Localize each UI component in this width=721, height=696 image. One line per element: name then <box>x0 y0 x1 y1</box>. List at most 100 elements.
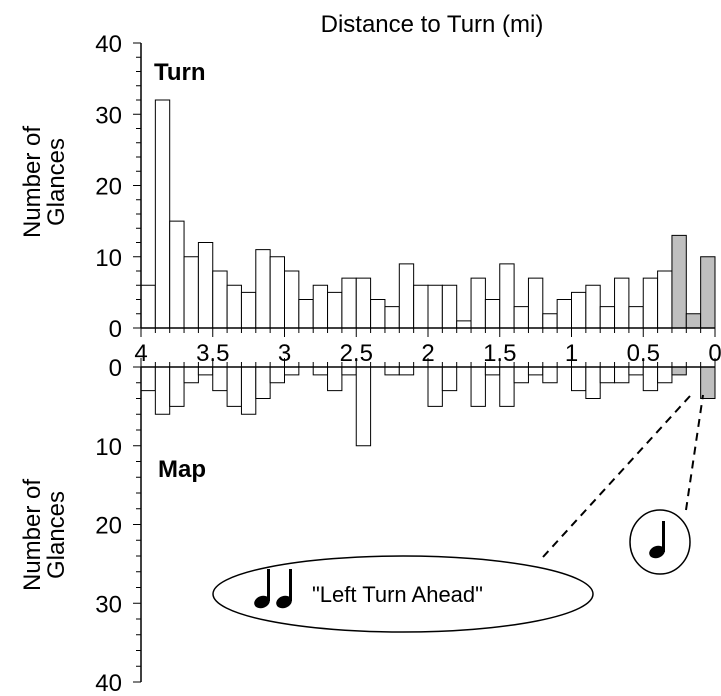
map-bar <box>527 366 544 376</box>
x-tick-label: 3 <box>278 340 291 367</box>
map-panel: 0 10 20 30 40 <box>95 355 716 696</box>
single-music-note-icon <box>649 521 665 559</box>
map-bar <box>169 366 185 407</box>
turn-bar <box>183 256 199 329</box>
turn-y-axis-title: Number of Glances <box>19 126 70 238</box>
turn-bar <box>384 306 400 329</box>
map-bar <box>571 366 587 392</box>
turn-bar <box>240 291 257 329</box>
turn-bar <box>542 313 558 329</box>
turn-y-tick-label: 40 <box>95 31 122 58</box>
turn-bar <box>298 299 314 329</box>
turn-bar <box>642 277 659 329</box>
map-bar <box>240 366 257 415</box>
turn-bar <box>700 256 716 329</box>
callout-ellipse <box>212 555 594 633</box>
turn-bar <box>427 284 443 329</box>
map-bar <box>327 366 343 392</box>
callout-circle <box>629 509 691 575</box>
map-bar <box>255 366 271 399</box>
turn-bar <box>140 284 156 329</box>
turn-y-axis-title-line1: Number of <box>19 126 46 238</box>
turn-y-axis-title-line2: Glances <box>43 138 70 226</box>
map-bar <box>398 366 415 376</box>
map-bar <box>183 366 199 384</box>
callout-leader-line-2 <box>685 394 704 511</box>
callout-left-turn-ahead: "Left Turn Ahead" <box>212 395 691 633</box>
turn-bar <box>657 270 673 329</box>
turn-bar <box>370 299 386 329</box>
turn-bar <box>628 306 644 329</box>
map-bar <box>599 366 616 384</box>
turn-bar <box>398 263 415 329</box>
turn-bar <box>571 291 587 329</box>
turn-bar <box>614 277 630 329</box>
turn-bar <box>470 277 486 329</box>
map-y-axis-title-line2: Glances <box>43 491 70 579</box>
turn-bar <box>556 299 573 329</box>
turn-bar <box>413 284 429 329</box>
map-bar <box>384 366 400 376</box>
double-music-note-icon <box>254 569 292 609</box>
turn-bar <box>284 270 300 329</box>
map-bar <box>341 366 357 376</box>
x-tick-label: 1.5 <box>483 340 516 367</box>
map-bar <box>140 366 156 392</box>
map-y-tick-label: 0 <box>109 355 122 382</box>
map-bar <box>642 366 659 392</box>
map-bar <box>628 366 644 376</box>
map-bar <box>197 366 214 376</box>
map-y-tick-label: 30 <box>95 591 122 618</box>
chart-title: Distance to Turn (mi) <box>321 11 544 38</box>
map-bar <box>312 366 329 376</box>
map-panel-label: Map <box>158 456 206 483</box>
turn-bar <box>197 242 214 329</box>
turn-y-tick-label: 0 <box>109 316 122 343</box>
turn-bar <box>327 291 343 329</box>
turn-bar <box>154 99 171 329</box>
turn-bar <box>226 284 242 329</box>
turn-bar <box>456 320 472 329</box>
map-bar <box>154 366 171 415</box>
turn-bar <box>513 306 529 329</box>
map-bar <box>212 366 228 392</box>
map-y-axis-title: Number of Glances <box>19 479 70 591</box>
x-axis-distance: 4 3.5 3 2.5 2 1.5 1 0.5 0 <box>134 327 721 368</box>
map-bar <box>484 366 501 376</box>
turn-bar <box>499 263 515 329</box>
turn-bar <box>527 277 544 329</box>
x-tick-label: 0.5 <box>627 340 660 367</box>
turn-y-tick-label: 20 <box>95 174 122 201</box>
turn-bar <box>441 284 458 329</box>
x-tick-label: 2 <box>421 340 434 367</box>
x-tick-label: 1 <box>565 340 578 367</box>
turn-y-tick-label: 30 <box>95 102 122 129</box>
map-bar <box>355 366 372 447</box>
map-bar <box>614 366 630 384</box>
map-bar <box>700 366 716 399</box>
map-y-tick-label: 10 <box>95 434 122 461</box>
turn-bar <box>255 249 271 329</box>
x-tick-label: 0 <box>708 340 721 367</box>
map-y-tick-label: 20 <box>95 513 122 540</box>
turn-bar <box>585 284 601 329</box>
callout-single-note <box>629 394 704 575</box>
map-bar <box>441 366 458 392</box>
map-bar <box>513 366 529 384</box>
turn-bar <box>685 313 702 329</box>
x-tick-label: 4 <box>134 340 147 367</box>
turn-bar <box>312 284 329 329</box>
map-bar <box>226 366 242 407</box>
turn-bar <box>212 270 228 329</box>
x-tick-label: 3.5 <box>196 340 229 367</box>
turn-bar <box>484 299 501 329</box>
turn-y-tick-label: 10 <box>95 245 122 272</box>
turn-bar <box>169 220 185 329</box>
turn-bar <box>341 277 357 329</box>
turn-bar <box>355 277 372 329</box>
turn-bar <box>269 256 285 329</box>
map-bar <box>585 366 601 399</box>
map-bar <box>542 366 558 384</box>
map-y-axis-title-line1: Number of <box>19 479 46 591</box>
